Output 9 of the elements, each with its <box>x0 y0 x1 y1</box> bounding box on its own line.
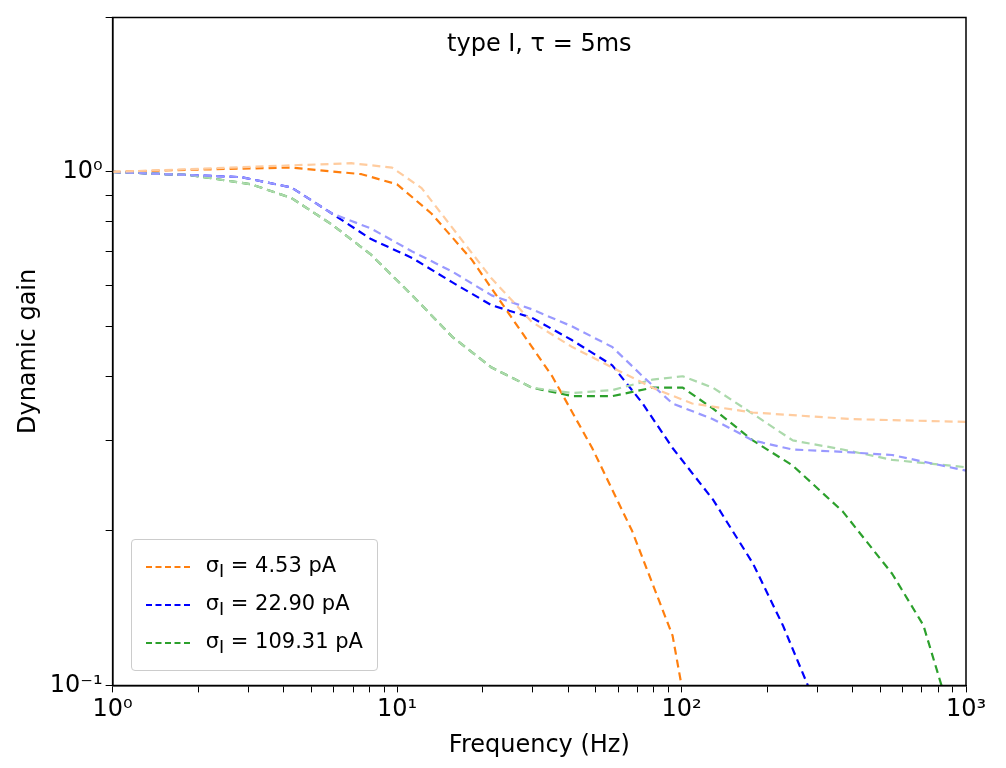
legend-label: σ$_{I}$ = 109.31 pA <box>205 629 363 658</box>
x-tick-label: 10¹ <box>377 694 418 723</box>
x-axis-title: Frequency (Hz) <box>448 729 630 758</box>
legend-label: σ$_{I}$ = 22.90 pA <box>205 591 350 620</box>
y-axis-title: Dynamic gain <box>12 268 41 435</box>
text: type I, τ = 5ms <box>447 29 632 58</box>
legend-label: σ$_{I}$ = 4.53 pA <box>205 553 337 582</box>
x-tick-label: 10² <box>661 694 702 723</box>
x-tick-label: 10³ <box>945 694 987 723</box>
